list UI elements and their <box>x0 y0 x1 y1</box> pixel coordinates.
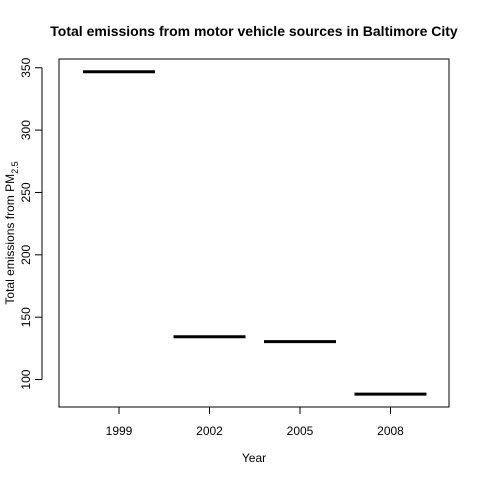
y-tick-label: 200 <box>19 244 33 264</box>
y-tick-label: 250 <box>19 182 33 202</box>
plot-area-frame <box>58 58 450 408</box>
y-tick-label: 350 <box>19 57 33 77</box>
data-series <box>83 70 427 396</box>
x-axis: 1999 2002 2005 2008 <box>106 406 404 438</box>
y-axis-title-subscript: 2.5 <box>10 161 20 174</box>
y-tick-label: 150 <box>19 307 33 327</box>
x-tick-label: 2002 <box>196 424 223 438</box>
y-axis: 100 150 200 250 300 350 <box>19 57 43 390</box>
x-tick-label: 2005 <box>287 424 314 438</box>
x-tick-label: 2008 <box>377 424 404 438</box>
chart-title: Total emissions from motor vehicle sourc… <box>50 23 458 39</box>
y-axis-title-main: Total emissions from PM <box>3 174 17 305</box>
x-tick-label: 1999 <box>106 424 133 438</box>
x-axis-title: Year <box>242 451 266 465</box>
y-axis-title: Total emissions from PM2.5 <box>3 161 20 304</box>
y-tick-label: 100 <box>19 369 33 389</box>
y-tick-label: 300 <box>19 120 33 140</box>
